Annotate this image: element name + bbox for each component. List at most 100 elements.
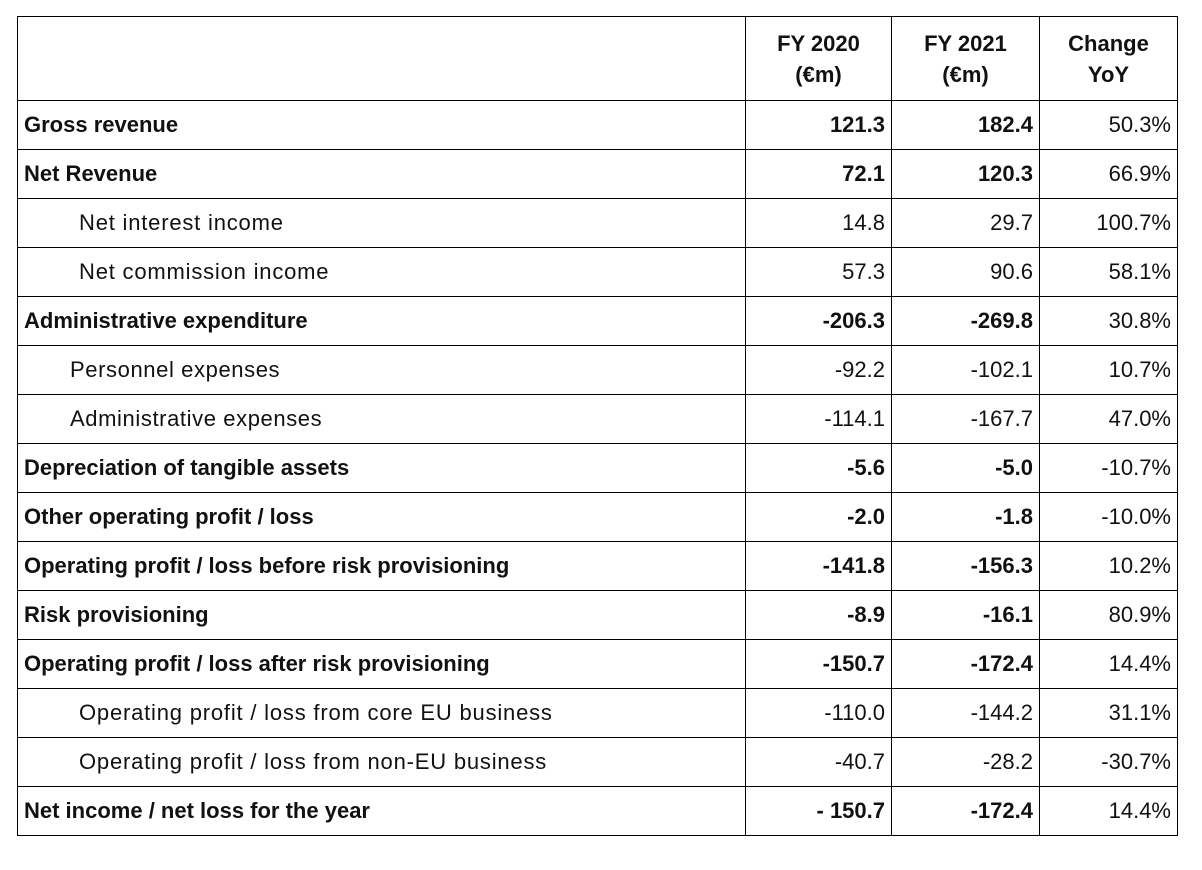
value-cell: -5.6 bbox=[745, 443, 892, 493]
row-label: Personnel expenses bbox=[17, 345, 746, 395]
row-label: Other operating profit / loss bbox=[17, 492, 746, 542]
table-row: Net income / net loss for the year - 150.… bbox=[17, 786, 1178, 836]
value-cell: -172.4 bbox=[891, 786, 1040, 836]
value-cell: -30.7% bbox=[1039, 737, 1178, 787]
table-row: Operating profit / loss before risk prov… bbox=[17, 541, 1178, 591]
value-cell: -156.3 bbox=[891, 541, 1040, 591]
value-cell: 80.9% bbox=[1039, 590, 1178, 640]
cell-text: -172.4 bbox=[970, 651, 1033, 676]
cell-text: Operating profit / loss from core EU bus… bbox=[79, 700, 553, 725]
cell-text: Change bbox=[1068, 30, 1149, 56]
value-cell: -10.7% bbox=[1039, 443, 1178, 493]
cell-text: -2.0 bbox=[847, 504, 885, 529]
header-cell: Change YoY bbox=[1039, 16, 1178, 101]
cell-text: 90.6 bbox=[990, 259, 1033, 284]
value-cell: - 150.7 bbox=[745, 786, 892, 836]
cell-text: -30.7% bbox=[1101, 749, 1171, 774]
cell-text: -206.3 bbox=[822, 308, 885, 333]
row-label: Risk provisioning bbox=[17, 590, 746, 640]
header-cell bbox=[17, 16, 746, 101]
cell-text: Gross revenue bbox=[24, 112, 179, 137]
value-cell: 100.7% bbox=[1039, 198, 1178, 248]
value-cell: -10.0% bbox=[1039, 492, 1178, 542]
cell-text: -114.1 bbox=[824, 406, 885, 431]
cell-text: 10.7% bbox=[1108, 357, 1171, 382]
row-label: Administrative expenditure bbox=[17, 296, 746, 346]
cell-text: -110.0 bbox=[824, 700, 885, 725]
value-cell: -2.0 bbox=[745, 492, 892, 542]
value-cell: 47.0% bbox=[1039, 394, 1178, 444]
cell-text: 29.7 bbox=[990, 210, 1033, 235]
table-row: Personnel expenses -92.2 -102.1 10.7% bbox=[17, 345, 1178, 395]
cell-text: FY 2021 bbox=[924, 30, 1007, 56]
cell-text: -8.9 bbox=[847, 602, 885, 627]
row-label: Net income / net loss for the year bbox=[17, 786, 746, 836]
value-cell: 30.8% bbox=[1039, 296, 1178, 346]
row-label: Operating profit / loss from non-EU busi… bbox=[17, 737, 746, 787]
header-cell: FY 2020 (€m) bbox=[745, 16, 892, 101]
cell-text: -5.0 bbox=[995, 455, 1033, 480]
value-cell: -5.0 bbox=[891, 443, 1040, 493]
cell-text: 30.8% bbox=[1108, 308, 1171, 333]
table-row: Administrative expenses -114.1 -167.7 47.0% bbox=[17, 394, 1178, 444]
row-label: Net commission income bbox=[17, 247, 746, 297]
cell-text: -10.7% bbox=[1101, 455, 1171, 480]
cell-text: -172.4 bbox=[970, 798, 1033, 823]
value-cell: -144.2 bbox=[891, 688, 1040, 738]
value-cell: -167.7 bbox=[891, 394, 1040, 444]
cell-text: -269.8 bbox=[970, 308, 1033, 333]
cell-text: -10.0% bbox=[1101, 504, 1171, 529]
cell-text: FY 2020 bbox=[777, 30, 860, 56]
cell-text: Personnel expenses bbox=[70, 357, 281, 382]
cell-text: 50.3% bbox=[1108, 112, 1171, 137]
value-cell: -16.1 bbox=[891, 590, 1040, 640]
row-label: Depreciation of tangible assets bbox=[17, 443, 746, 493]
cell-text: Operating profit / loss from non-EU busi… bbox=[79, 749, 548, 774]
value-cell: -92.2 bbox=[745, 345, 892, 395]
cell-text: -102.1 bbox=[970, 357, 1033, 382]
cell-text: -16.1 bbox=[982, 602, 1033, 627]
cell-text: -144.2 bbox=[970, 700, 1033, 725]
table-row: Other operating profit / loss -2.0 -1.8 -10… bbox=[17, 492, 1178, 542]
value-cell: -28.2 bbox=[891, 737, 1040, 787]
table-row: Operating profit / loss from non-EU busi… bbox=[17, 737, 1178, 787]
cell-text: Administrative expenditure bbox=[24, 308, 308, 333]
value-cell: -172.4 bbox=[891, 639, 1040, 689]
value-cell: 14.4% bbox=[1039, 639, 1178, 689]
row-label: Net Revenue bbox=[17, 149, 746, 199]
value-cell: 66.9% bbox=[1039, 149, 1178, 199]
cell-text: Operating profit / loss before risk prov… bbox=[24, 553, 510, 578]
value-cell: -8.9 bbox=[745, 590, 892, 640]
cell-text: Other operating profit / loss bbox=[24, 504, 314, 529]
cell-text: 121.3 bbox=[829, 112, 885, 137]
value-cell: -206.3 bbox=[745, 296, 892, 346]
cell-text: -92.2 bbox=[834, 357, 885, 382]
value-cell: -114.1 bbox=[745, 394, 892, 444]
cell-text: 58.1% bbox=[1108, 259, 1171, 284]
cell-text: Net income / net loss for the year bbox=[24, 798, 370, 823]
value-cell: -269.8 bbox=[891, 296, 1040, 346]
cell-text: - 150.7 bbox=[816, 798, 886, 823]
cell-text: YoY bbox=[1087, 61, 1130, 87]
table-row: Risk provisioning -8.9 -16.1 80.9% bbox=[17, 590, 1178, 640]
row-label: Administrative expenses bbox=[17, 394, 746, 444]
value-cell: 121.3 bbox=[745, 100, 892, 150]
table-row: Operating profit / loss from core EU bus… bbox=[17, 688, 1178, 738]
cell-text: 57.3 bbox=[842, 259, 885, 284]
cell-text: 80.9% bbox=[1108, 602, 1171, 627]
cell-text: (€m) bbox=[942, 61, 989, 87]
header-cell: FY 2021 (€m) bbox=[891, 16, 1040, 101]
cell-text: Net interest income bbox=[79, 210, 284, 235]
value-cell: -40.7 bbox=[745, 737, 892, 787]
table-row: Operating profit / loss after risk provi… bbox=[17, 639, 1178, 689]
cell-text: 10.2% bbox=[1108, 553, 1171, 578]
value-cell: 31.1% bbox=[1039, 688, 1178, 738]
cell-text: -1.8 bbox=[995, 504, 1033, 529]
cell-text: -141.8 bbox=[822, 553, 885, 578]
value-cell: 14.4% bbox=[1039, 786, 1178, 836]
value-cell: -141.8 bbox=[745, 541, 892, 591]
cell-text: Operating profit / loss after risk provi… bbox=[24, 651, 490, 676]
value-cell: -150.7 bbox=[745, 639, 892, 689]
cell-text: 31.1% bbox=[1108, 700, 1171, 725]
